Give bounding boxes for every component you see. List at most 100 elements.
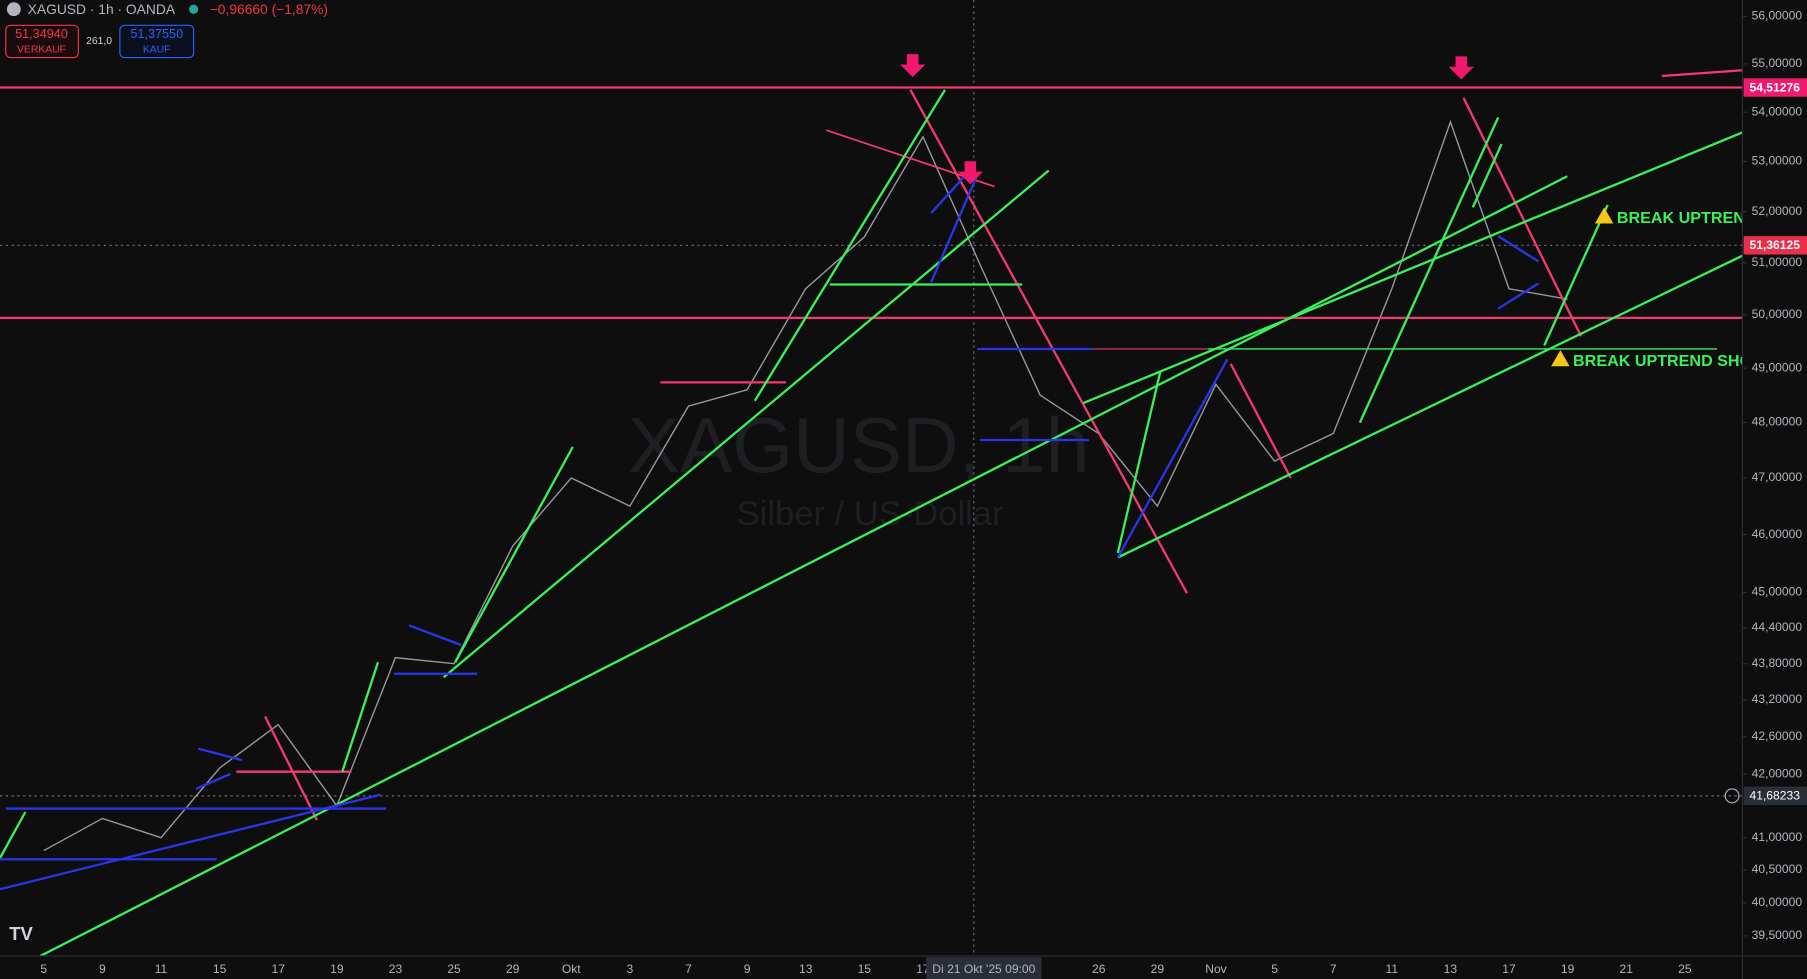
y-tick-label: 56,00000 xyxy=(1752,9,1803,23)
trend-line xyxy=(1497,235,1540,263)
blue-drawings xyxy=(0,174,1540,891)
y-tick-label: 44,40000 xyxy=(1752,620,1803,634)
trend-line xyxy=(1497,282,1540,310)
trend-line xyxy=(454,446,574,663)
trend-line xyxy=(1358,117,1500,424)
spread: 261,0 xyxy=(86,36,112,47)
x-tick-label: Nov xyxy=(1205,962,1226,976)
y-tick-label: 45,00000 xyxy=(1752,585,1803,599)
price-axis xyxy=(1742,0,1807,979)
symbol[interactable]: XAGUSD · 1h · OANDA xyxy=(28,1,176,17)
x-tick-label: 26 xyxy=(1092,962,1106,976)
trend-line xyxy=(930,174,967,214)
buy-label[interactable]: KAUF xyxy=(143,44,171,55)
trend-line xyxy=(1116,358,1229,559)
watermark-symbol: XAGUSD, 1h xyxy=(628,401,1090,489)
warning-icon xyxy=(1551,350,1570,367)
market-status xyxy=(188,4,199,14)
channel-line xyxy=(1082,131,1743,405)
trend-line xyxy=(0,811,27,859)
trend-line xyxy=(341,661,380,773)
trend-line xyxy=(0,793,381,891)
y-tick-label: 54,00000 xyxy=(1752,104,1803,118)
x-tick-label: 15 xyxy=(213,962,227,976)
time-axis xyxy=(0,955,1807,979)
logo: TV xyxy=(9,923,33,944)
channel-line xyxy=(1117,254,1743,559)
price-change: −0,96660 (−1,87%) xyxy=(210,1,328,17)
x-tick-label: 25 xyxy=(1678,962,1692,976)
x-tick-label: 5 xyxy=(40,962,47,976)
x-tick-label: 3 xyxy=(627,962,634,976)
trend-line xyxy=(1661,69,1743,78)
y-tick-label: 42,60000 xyxy=(1752,729,1803,743)
trend-line xyxy=(264,715,318,821)
y-tick-label: 42,00000 xyxy=(1752,766,1803,780)
axis-labels: 56,00000 55,00000 54,00000 53,00000 52,00000… xyxy=(40,9,1802,979)
x-tick-label: 19 xyxy=(1561,962,1575,976)
x-tick-label: 9 xyxy=(744,962,751,976)
x-tick-label: 25 xyxy=(447,962,461,976)
y-tick-label: 43,20000 xyxy=(1752,692,1803,706)
y-tick-label: 52,00000 xyxy=(1752,204,1803,218)
trend-line xyxy=(1543,204,1609,347)
trend-line xyxy=(442,169,1050,679)
y-tick-label: 46,00000 xyxy=(1752,527,1803,541)
x-tick-label: 13 xyxy=(1444,962,1458,976)
x-tick-label: 13 xyxy=(799,962,813,976)
x-tick-label: 23 xyxy=(389,962,403,976)
sell-price[interactable]: 51,34940 xyxy=(15,27,68,41)
trend-line xyxy=(930,174,979,283)
x-tick-label: 5 xyxy=(1271,962,1278,976)
arrows xyxy=(900,54,1474,185)
x-tick-label: 19 xyxy=(330,962,344,976)
price-tag-bg xyxy=(1743,786,1807,806)
price-tag: 51,36125 xyxy=(1750,238,1801,252)
x-tick-label: 7 xyxy=(685,962,692,976)
trend-line xyxy=(1116,370,1162,554)
down-arrow xyxy=(900,54,926,78)
y-tick-label: 50,00000 xyxy=(1752,307,1803,321)
x-tick-label: 11 xyxy=(155,962,168,976)
sell-label[interactable]: VERKAUF xyxy=(17,44,66,55)
price-line xyxy=(43,119,1568,852)
y-tick-label: 40,50000 xyxy=(1752,862,1803,876)
y-tick-label: 53,00000 xyxy=(1752,154,1803,168)
watermark-description: Silber / US-Dollar xyxy=(737,495,1004,533)
y-tick-label: 40,00000 xyxy=(1752,895,1803,909)
y-tick-label: 48,00000 xyxy=(1752,415,1803,429)
y-tick-label: 51,00000 xyxy=(1752,255,1803,269)
trend-line xyxy=(1462,97,1583,337)
price-tag-bg xyxy=(1743,236,1807,255)
x-tick-label: Di 21 Okt '25 09:00 xyxy=(932,962,1035,976)
trend-line xyxy=(39,175,1568,957)
x-tick-label: Okt xyxy=(562,962,581,976)
sell-button[interactable] xyxy=(5,24,79,59)
buy-button[interactable] xyxy=(119,24,195,59)
trend-line xyxy=(195,772,231,791)
y-tick-label: 49,00000 xyxy=(1752,360,1803,374)
buy-price[interactable]: 51,37550 xyxy=(130,27,183,41)
down-arrow xyxy=(1448,56,1474,80)
x-tick-label: 9 xyxy=(99,962,106,976)
x-tick-label: 17 xyxy=(272,962,286,976)
price-tag: 54,51276 xyxy=(1750,80,1801,94)
x-tick-label: 29 xyxy=(506,962,520,976)
add-button[interactable] xyxy=(1724,788,1740,804)
y-tick-label: 39,50000 xyxy=(1752,928,1803,942)
x-tick-label: 7 xyxy=(1330,962,1337,976)
x-tick-label: 17 xyxy=(1502,962,1516,976)
y-tick-label: 55,00000 xyxy=(1752,56,1803,70)
trend-line xyxy=(1229,363,1292,479)
annotation: BREAK UPTREND xyxy=(1617,209,1757,227)
x-tick-label: 11 xyxy=(1386,962,1399,976)
x-tick-label: 21 xyxy=(1620,962,1634,976)
down-arrow xyxy=(957,161,984,185)
y-tick-label: 47,00000 xyxy=(1752,470,1803,484)
plot xyxy=(43,119,1568,852)
price-tag: 41,68233 xyxy=(1750,789,1801,803)
price-tag-bg xyxy=(1743,78,1807,97)
